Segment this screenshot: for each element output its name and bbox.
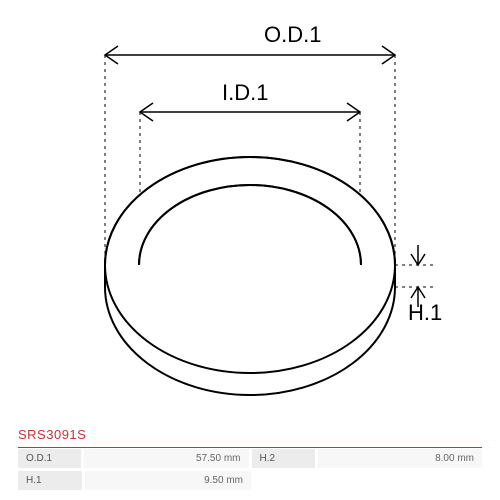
od1-label: O.D.1 (264, 22, 321, 48)
divider-line (18, 447, 482, 448)
spec-value-h2: 8.00 mm (318, 449, 482, 468)
spec-table: O.D.1 57.50 mm H.2 8.00 mm H.1 9.50 mm (18, 449, 482, 490)
spec-label-od1: O.D.1 (18, 449, 81, 468)
ring-diagram-svg (50, 20, 450, 410)
outer-side-wall (105, 265, 395, 395)
spec-label-h2: H.2 (252, 449, 315, 468)
diagram-area: O.D.1 I.D.1 H.1 (50, 20, 450, 410)
part-number: SRS3091S (18, 427, 86, 442)
h1-label: H.1 (408, 300, 442, 326)
spec-row-2: H.1 9.50 mm (18, 471, 482, 490)
spec-label-h1: H.1 (18, 471, 82, 490)
spec-value-od1: 57.50 mm (84, 449, 248, 468)
id1-label: I.D.1 (222, 80, 268, 106)
spec-row-1: O.D.1 57.50 mm H.2 8.00 mm (18, 449, 482, 468)
spec-value-h1: 9.50 mm (85, 471, 251, 490)
